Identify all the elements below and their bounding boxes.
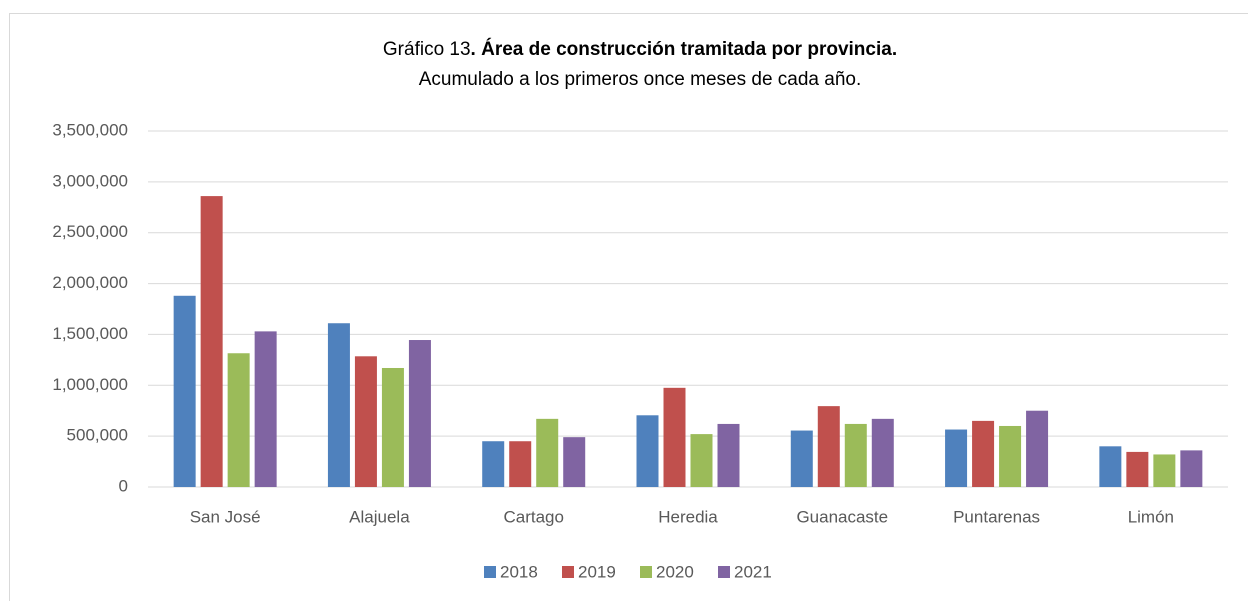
- bar: [817, 406, 840, 487]
- legend-label: 2019: [578, 562, 616, 581]
- bar: [1126, 451, 1149, 487]
- chart-subtitle: Acumulado a los primeros once meses de c…: [419, 69, 862, 90]
- legend-label: 2021: [734, 562, 772, 581]
- title-prefix: Gráfico 13: [383, 39, 471, 60]
- bar: [1026, 410, 1049, 487]
- legend-swatch: [562, 566, 574, 578]
- chart-title: Gráfico 13. Área de construcción tramita…: [383, 38, 897, 60]
- y-tick-label: 3,000,000: [52, 171, 128, 190]
- x-tick-label: Puntarenas: [953, 507, 1040, 526]
- bar: [173, 295, 196, 487]
- x-tick-label: Heredia: [658, 507, 718, 526]
- bar: [844, 423, 867, 487]
- bar: [327, 323, 350, 487]
- bar: [871, 418, 894, 487]
- bar: [790, 430, 813, 487]
- bar: [381, 367, 404, 487]
- bar: [227, 353, 250, 487]
- x-tick-label: Cartago: [503, 507, 563, 526]
- bar: [663, 387, 686, 487]
- legend-swatch: [640, 566, 652, 578]
- bar: [999, 425, 1022, 487]
- bar: [636, 415, 659, 487]
- bar: [482, 441, 505, 487]
- y-tick-label: 2,500,000: [52, 222, 128, 241]
- bar: [945, 429, 968, 487]
- bar: [1180, 450, 1203, 487]
- y-tick-label: 3,500,000: [52, 120, 128, 139]
- legend-swatch: [718, 566, 730, 578]
- bar: [536, 418, 559, 487]
- bar: [972, 420, 995, 487]
- y-tick-label: 1,500,000: [52, 324, 128, 343]
- bar: [408, 340, 431, 487]
- y-tick-label: 500,000: [67, 426, 128, 445]
- bar: [354, 356, 377, 487]
- legend-swatch: [484, 566, 496, 578]
- bar: [254, 331, 277, 487]
- bar: [717, 423, 740, 487]
- x-tick-label: San José: [190, 507, 261, 526]
- y-tick-label: 1,000,000: [52, 375, 128, 394]
- bar: [563, 437, 586, 487]
- title-main: . Área de construcción tramitada por pro…: [471, 38, 898, 60]
- legend-label: 2018: [500, 562, 538, 581]
- x-tick-label: Guanacaste: [796, 507, 888, 526]
- bar: [509, 441, 532, 487]
- bar: [200, 196, 223, 487]
- y-tick-label: 2,000,000: [52, 273, 128, 292]
- x-tick-label: Alajuela: [349, 507, 410, 526]
- x-tick-label: Limón: [1128, 507, 1174, 526]
- y-tick-label: 0: [119, 476, 128, 495]
- bar: [1099, 446, 1122, 487]
- legend-label: 2020: [656, 562, 694, 581]
- bar: [690, 434, 713, 487]
- bar: [1153, 454, 1176, 487]
